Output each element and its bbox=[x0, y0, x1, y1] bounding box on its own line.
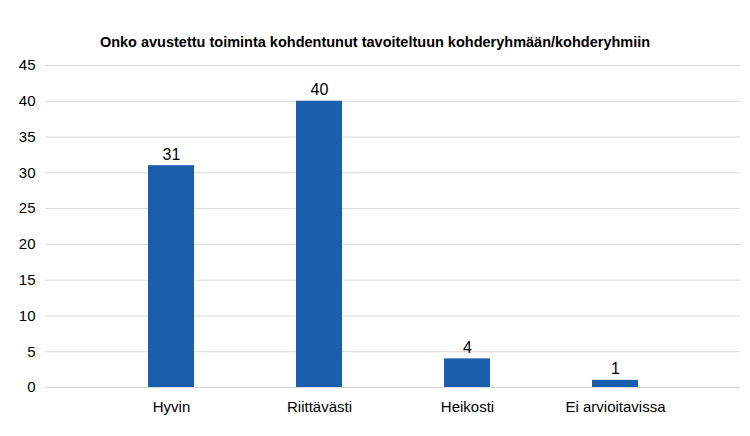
svg-text:4: 4 bbox=[463, 339, 472, 356]
svg-text:1: 1 bbox=[611, 360, 620, 377]
svg-text:31: 31 bbox=[163, 146, 181, 163]
svg-text:20: 20 bbox=[19, 235, 36, 252]
svg-text:Ei arvioitavissa: Ei arvioitavissa bbox=[565, 398, 666, 415]
svg-text:Riittävästi: Riittävästi bbox=[287, 398, 352, 415]
svg-text:30: 30 bbox=[19, 164, 36, 181]
svg-text:25: 25 bbox=[19, 199, 36, 216]
svg-text:45: 45 bbox=[19, 56, 36, 73]
svg-text:0: 0 bbox=[27, 378, 35, 395]
svg-text:35: 35 bbox=[19, 128, 36, 145]
html-text:Onko avustettu toiminta kohden: Onko avustettu toiminta kohdentunut tavo… bbox=[99, 34, 651, 50]
svg-text:Heikosti: Heikosti bbox=[441, 398, 494, 415]
svg-text:5: 5 bbox=[27, 343, 35, 360]
svg-text:40: 40 bbox=[19, 92, 36, 109]
svg-text:10: 10 bbox=[19, 307, 36, 324]
svg-text:Hyvin: Hyvin bbox=[153, 398, 191, 415]
svg-text:15: 15 bbox=[19, 271, 36, 288]
svg-text:40: 40 bbox=[311, 81, 329, 98]
